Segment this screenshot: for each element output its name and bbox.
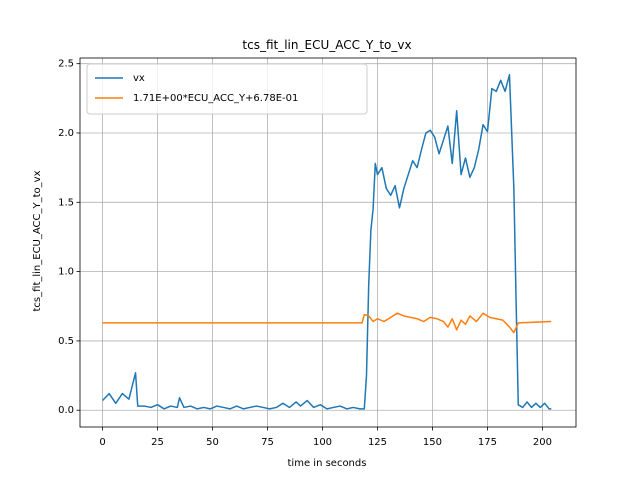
y-tick-label: 2.0: [58, 128, 74, 139]
x-tick-label: 50: [206, 437, 219, 448]
x-tick-label: 0: [99, 437, 105, 448]
y-tick-label: 1.5: [58, 197, 74, 208]
line-series: [102, 312, 552, 334]
legend-label: 1.71E+00*ECU_ACC_Y+6.78E-01: [133, 93, 298, 104]
line-series: [102, 74, 552, 410]
plot-frame: [79, 57, 577, 428]
x-axis-label: time in seconds: [288, 458, 367, 469]
legend: vx 1.71E+00*ECU_ACC_Y+6.78E-01: [86, 63, 368, 115]
x-tick-label: 175: [478, 437, 497, 448]
y-tick-label: 0.5: [58, 336, 74, 347]
x-tick-label: 75: [261, 437, 274, 448]
x-tick-label: 100: [313, 437, 332, 448]
x-tick-label: 150: [423, 437, 442, 448]
x-tick-label: 125: [368, 437, 387, 448]
y-axis-label: tcs_fit_lin_ECU_ACC_Y_to_vx: [32, 170, 43, 311]
y-tick-label: 0.0: [58, 405, 74, 416]
legend-label: vx: [133, 73, 145, 84]
y-tick-label: 2.5: [58, 59, 74, 70]
x-tick-label: 25: [151, 437, 164, 448]
legend-box: [86, 63, 368, 115]
chart-title: tcs_fit_lin_ECU_ACC_Y_to_vx: [242, 38, 411, 52]
x-tick-label: 200: [533, 437, 552, 448]
y-tick-label: 1.0: [58, 267, 74, 278]
